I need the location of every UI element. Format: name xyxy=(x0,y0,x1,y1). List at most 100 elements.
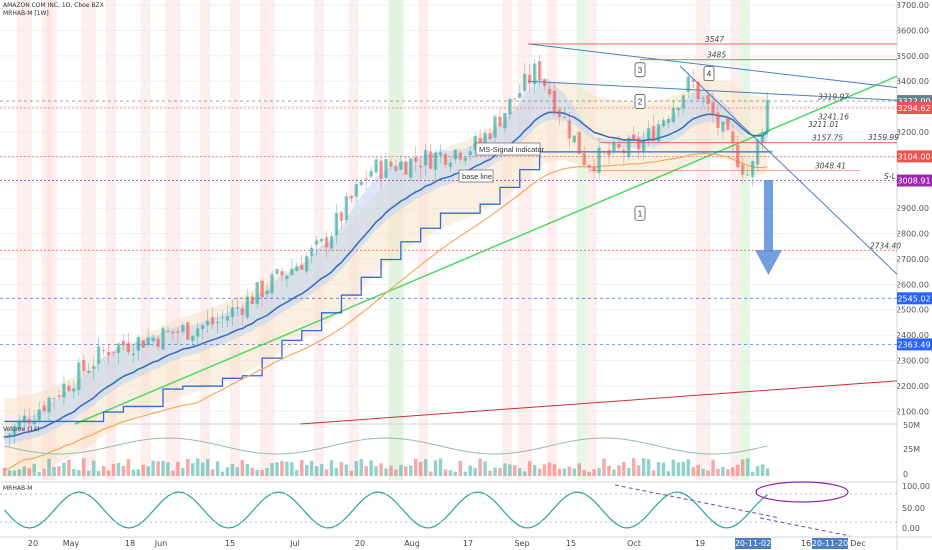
candle-body xyxy=(651,125,656,141)
candle-body xyxy=(230,307,235,318)
volume-bar xyxy=(7,470,12,476)
oscillator-line xyxy=(4,491,768,529)
x-tick-label: 20 xyxy=(28,539,38,548)
volume-bar xyxy=(448,470,453,476)
volume-bar xyxy=(42,468,46,476)
volume-bar xyxy=(617,465,621,476)
volume-bar xyxy=(552,464,557,476)
candle-body xyxy=(116,343,121,353)
x-tick-label: 15 xyxy=(566,539,576,548)
volume-bar xyxy=(765,468,770,476)
volume-bar xyxy=(701,468,705,476)
volume-bar xyxy=(438,458,443,476)
volume-bar xyxy=(181,468,185,476)
candle-body xyxy=(523,73,527,91)
highlight-band xyxy=(229,0,240,480)
candle-body xyxy=(141,340,145,348)
volume-bar xyxy=(726,469,730,476)
candle-body xyxy=(641,141,646,152)
volume-bar xyxy=(161,460,165,476)
candle-body xyxy=(27,419,31,424)
candle-body xyxy=(706,95,710,105)
highlight-band xyxy=(730,0,741,480)
highlight-band xyxy=(46,0,57,480)
volume-bar xyxy=(686,459,690,476)
volume-bar xyxy=(399,465,403,476)
volume-bar xyxy=(2,467,7,476)
level-annotation: 2734.40 xyxy=(870,241,901,250)
volume-bar xyxy=(22,466,27,476)
candle-body xyxy=(513,98,517,100)
volume-bar xyxy=(597,468,601,476)
price-tag xyxy=(897,292,932,305)
volume-bar xyxy=(423,458,428,476)
symbol-title: AMAZON COM INC, 1D, Cboe BZX xyxy=(3,2,104,9)
candle-body xyxy=(111,351,116,353)
volume-bar xyxy=(409,465,413,476)
y-tick-label: 2700.00 xyxy=(896,255,929,264)
candle-body xyxy=(77,362,81,390)
volume-bar xyxy=(676,462,681,476)
candle-body xyxy=(646,128,651,140)
volume-bar xyxy=(96,471,101,476)
candle-body xyxy=(498,116,502,127)
candle-body xyxy=(106,351,111,356)
x-tick-label: Sep xyxy=(514,539,529,548)
candle-body xyxy=(47,397,51,413)
volume-bar xyxy=(755,466,760,476)
candle-body xyxy=(582,153,586,165)
y-tick-label: 3700.00 xyxy=(896,1,929,10)
candle-body xyxy=(200,325,205,330)
candle-body xyxy=(493,116,497,138)
wave-label: 2 xyxy=(634,94,646,109)
candle-body xyxy=(270,274,274,294)
candle-body xyxy=(656,124,661,142)
volume-bar xyxy=(12,470,17,476)
candle-body xyxy=(389,161,393,167)
highlight-band xyxy=(259,0,275,480)
level-annotation: 3547 xyxy=(705,35,724,44)
volume-bar xyxy=(736,464,740,476)
volume-bar xyxy=(235,467,240,476)
volume-bar xyxy=(32,463,36,476)
candle-body xyxy=(205,320,210,326)
volume-bar xyxy=(176,461,180,476)
volume-bar xyxy=(656,462,661,476)
volume-bar xyxy=(324,469,329,476)
candle-body xyxy=(636,137,641,150)
volume-bar xyxy=(453,471,458,476)
x-tick-label: Aug xyxy=(404,539,420,548)
wave-label-text: 3 xyxy=(638,66,643,75)
wave-label: 3 xyxy=(634,62,646,78)
volume-bar xyxy=(577,463,581,476)
volume-bar xyxy=(508,464,512,476)
volume-bar xyxy=(270,463,274,476)
wave-label-text: 4 xyxy=(707,70,712,79)
price-tag-text: 3008.91 xyxy=(897,177,930,186)
candle-body xyxy=(617,143,621,148)
volume-bar xyxy=(537,468,542,476)
candle-body xyxy=(369,171,373,177)
candle-body xyxy=(364,178,368,180)
candle-body xyxy=(166,330,170,332)
level-annotation: 3485 xyxy=(707,51,726,60)
volume-pane: 50M 25M 0 xyxy=(2,421,920,479)
candle-body xyxy=(448,162,453,167)
candle-body xyxy=(295,266,299,272)
volume-bar xyxy=(146,466,150,476)
x-highlight-text: 20-11-02 xyxy=(735,539,771,548)
volume-bar xyxy=(607,465,611,476)
price-tag-text: 2545.02 xyxy=(897,294,930,303)
candle-body xyxy=(86,370,91,373)
candle-body xyxy=(101,349,106,352)
wave-label-box xyxy=(634,94,646,109)
volume-bar xyxy=(220,471,225,476)
projection-arrow-shaft xyxy=(764,180,773,252)
volume-bar xyxy=(706,470,710,476)
candle-body xyxy=(384,159,388,178)
candle-body xyxy=(57,395,61,397)
candle-body xyxy=(399,161,403,170)
candle-body xyxy=(612,142,616,153)
candle-body xyxy=(458,152,463,160)
